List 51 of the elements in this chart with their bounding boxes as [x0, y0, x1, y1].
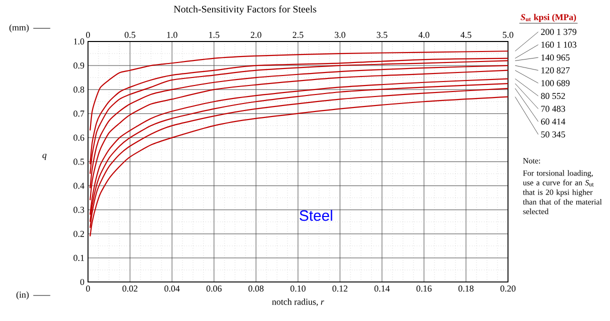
x-tick-label: 0.14 — [374, 286, 390, 292]
y-tick-label: 0.5 — [74, 158, 84, 165]
x-tick-label: 0.10 — [290, 286, 306, 292]
text: (mm) — [9, 24, 29, 32]
y-axis-title: q — [42, 154, 46, 160]
x-tick-label: 0 — [86, 286, 90, 292]
x-tick-label: 0.04 — [164, 286, 180, 292]
x-axis-title: notch radius, r — [272, 298, 324, 306]
x2-tick-label: 5.0 — [502, 32, 514, 38]
text: Note: — [523, 158, 540, 164]
x-tick-label: 0.08 — [248, 286, 264, 292]
y-tick-label: 0.1 — [74, 254, 84, 261]
y-tick-label: 1.0 — [74, 38, 84, 45]
text: 160 1 103 — [541, 42, 576, 48]
text: 50 345 — [541, 131, 566, 138]
x2-tick-label: 0 — [86, 32, 90, 38]
chart-title: Notch-Sensitivity Factors for Steels — [174, 5, 316, 15]
y-tick-label: 0.2 — [74, 230, 84, 237]
y-tick-label: 0.4 — [74, 182, 84, 189]
text: 200 1 379 — [541, 28, 576, 35]
x2-tick-label: 3.0 — [334, 32, 346, 38]
y-tick-label: 0 — [80, 278, 84, 286]
x2-tick-label: 3.5 — [376, 32, 388, 38]
text: 100 689 — [541, 80, 570, 86]
x-tick-label: 0.18 — [458, 286, 474, 292]
text: 60 414 — [541, 118, 566, 125]
y-tick-label: 0.3 — [74, 206, 84, 213]
text: 120 827 — [541, 67, 570, 74]
x2-tick-label: 2.5 — [292, 32, 304, 38]
text: (in) — [16, 291, 29, 300]
text: 140 965 — [541, 54, 570, 61]
y-tick-label: 0.6 — [74, 134, 84, 141]
annotation: Steel — [300, 210, 332, 221]
x-tick-label: 0.12 — [332, 286, 348, 292]
legend-title: S$_{ut}$ kpsi (MPa) — [520, 14, 576, 22]
y-tick-label: 0.7 — [74, 110, 84, 117]
x2-tick-label: 4.0 — [418, 32, 430, 38]
y-tick-label: 0.8 — [74, 86, 84, 93]
text: 70 483 — [541, 106, 566, 112]
x-tick-label: 0.16 — [416, 286, 432, 292]
x-tick-label: 0.02 — [122, 286, 138, 292]
x2-tick-label: 4.5 — [460, 32, 472, 38]
x2-tick-label: 1.0 — [167, 32, 178, 38]
y-tick-label: 0.9 — [74, 62, 84, 69]
x-tick-label: 0.20 — [500, 286, 516, 292]
x2-tick-label: 1.5 — [209, 32, 220, 38]
x-tick-label: 0.06 — [206, 286, 222, 292]
text: For torsional loading, use a curve for an S$_{ut}$ that is 20 kpsi higher than that of the material selected — [522, 170, 602, 214]
x2-tick-label: 2.0 — [250, 32, 262, 38]
x2-tick-label: 0.5 — [124, 32, 136, 38]
text: 80 552 — [541, 92, 565, 100]
